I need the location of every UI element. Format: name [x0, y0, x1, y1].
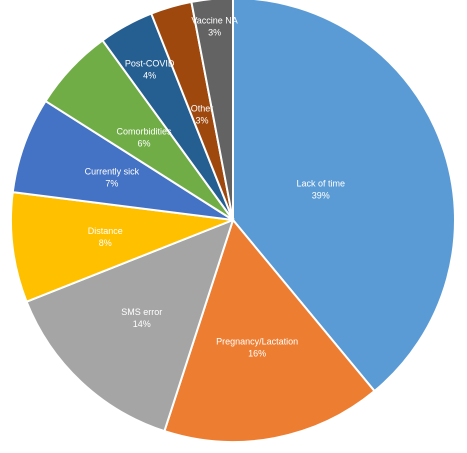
pie-slice: [232, 0, 456, 393]
pie-slice: [163, 217, 376, 443]
pie-slice: [10, 191, 234, 304]
slice-label: Distance: [88, 226, 123, 236]
slice-percent-label: 6%: [137, 138, 150, 148]
slice-label: Pregnancy/Lactation: [216, 336, 298, 346]
pie-slice: [190, 0, 234, 221]
slice-percent-label: 3%: [196, 115, 209, 125]
slice-label: Currently sick: [85, 166, 140, 176]
slice-percent-label: 4%: [143, 70, 156, 80]
slice-percent-label: 8%: [99, 238, 112, 248]
slice-percent-label: 14%: [133, 319, 151, 329]
slice-label: Comorbidities: [116, 126, 172, 136]
slice-label: SMS error: [121, 307, 162, 317]
slice-label: Post-COVID: [125, 58, 175, 68]
slice-percent-label: 3%: [208, 28, 221, 38]
pie-slices: [10, 0, 456, 443]
pie-labels: Lack of time 39% Pregnancy/Lactation 16% SMS…: [85, 16, 345, 359]
slice-percent-label: 16%: [248, 348, 266, 358]
slice-percent-label: 39%: [312, 190, 330, 200]
slice-percent-label: 7%: [105, 178, 118, 188]
slice-label: Other: [191, 103, 214, 113]
slice-label: Vaccine NA: [191, 16, 237, 26]
slice-label: Lack of time: [296, 178, 345, 188]
pie-slice: [25, 218, 235, 433]
